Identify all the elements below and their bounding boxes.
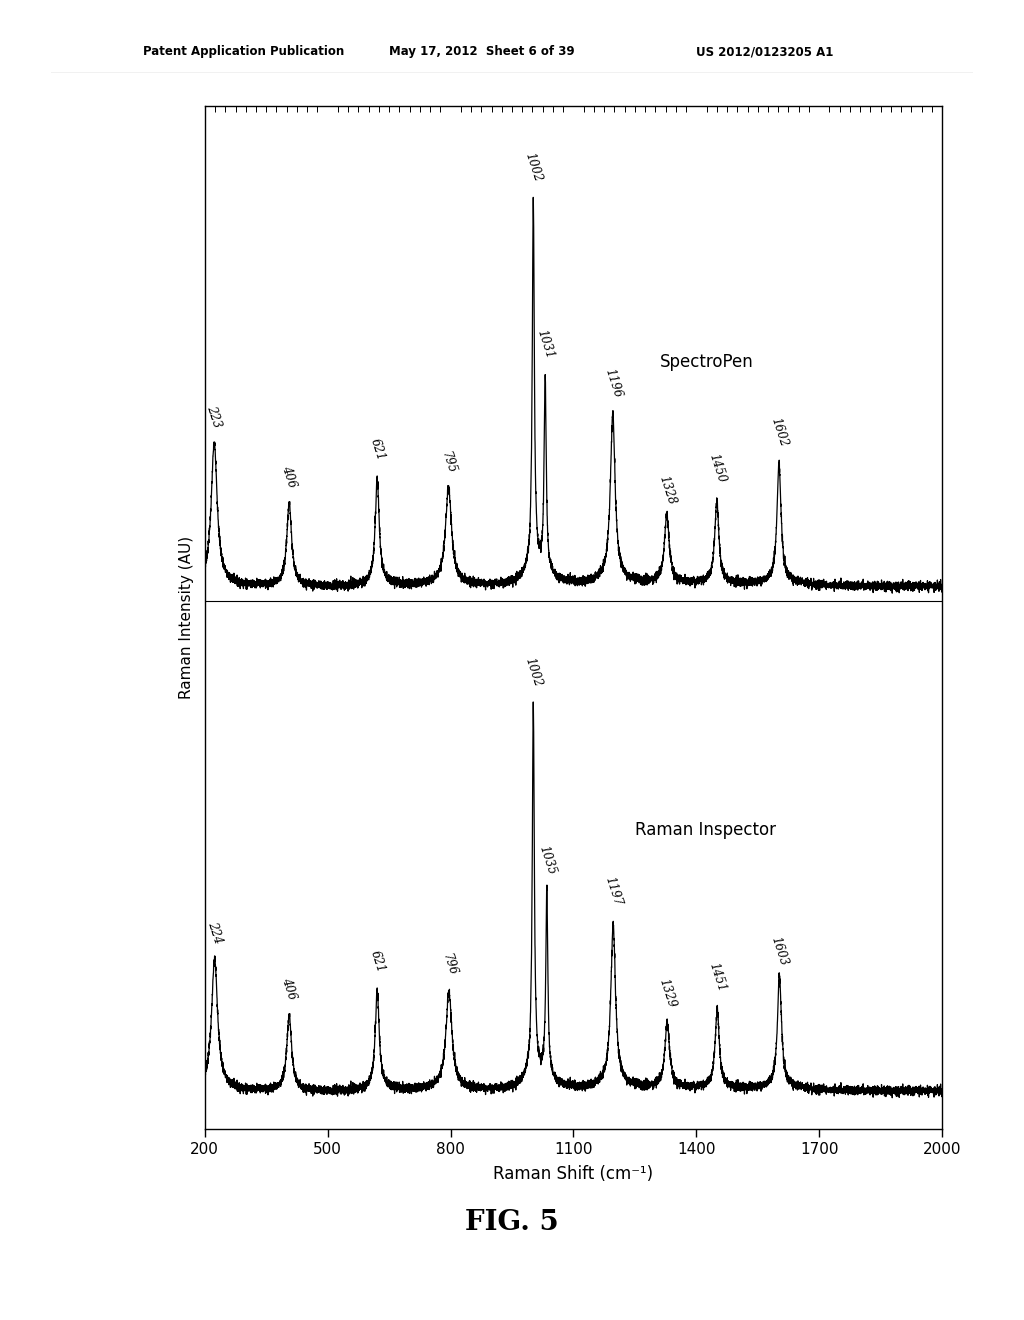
Text: 1603: 1603	[769, 935, 791, 968]
Text: 1602: 1602	[768, 416, 790, 449]
Text: 1329: 1329	[656, 977, 678, 1010]
Y-axis label: Raman Intensity (AU): Raman Intensity (AU)	[179, 536, 194, 698]
Text: 224: 224	[205, 920, 224, 945]
Text: 1451: 1451	[707, 961, 728, 994]
Text: May 17, 2012  Sheet 6 of 39: May 17, 2012 Sheet 6 of 39	[389, 45, 574, 58]
Text: SpectroPen: SpectroPen	[659, 354, 754, 371]
Text: US 2012/0123205 A1: US 2012/0123205 A1	[696, 45, 834, 58]
Text: 1196: 1196	[602, 367, 624, 399]
Text: 795: 795	[439, 450, 458, 475]
Text: 796: 796	[439, 952, 459, 978]
Text: 1035: 1035	[536, 843, 558, 876]
Text: 1450: 1450	[706, 451, 728, 484]
Text: 1197: 1197	[602, 875, 624, 908]
Text: 1328: 1328	[656, 474, 678, 506]
Text: 406: 406	[280, 465, 299, 490]
Text: 1031: 1031	[535, 329, 556, 360]
Text: 621: 621	[368, 437, 387, 462]
Text: 1002: 1002	[522, 656, 544, 689]
Text: 223: 223	[205, 404, 224, 429]
Text: 621: 621	[368, 949, 387, 974]
Text: Patent Application Publication: Patent Application Publication	[143, 45, 345, 58]
Text: 1002: 1002	[522, 152, 544, 183]
X-axis label: Raman Shift (cm⁻¹): Raman Shift (cm⁻¹)	[494, 1166, 653, 1183]
Text: 406: 406	[280, 977, 299, 1002]
Text: FIG. 5: FIG. 5	[465, 1209, 559, 1237]
Text: Raman Inspector: Raman Inspector	[635, 821, 776, 840]
